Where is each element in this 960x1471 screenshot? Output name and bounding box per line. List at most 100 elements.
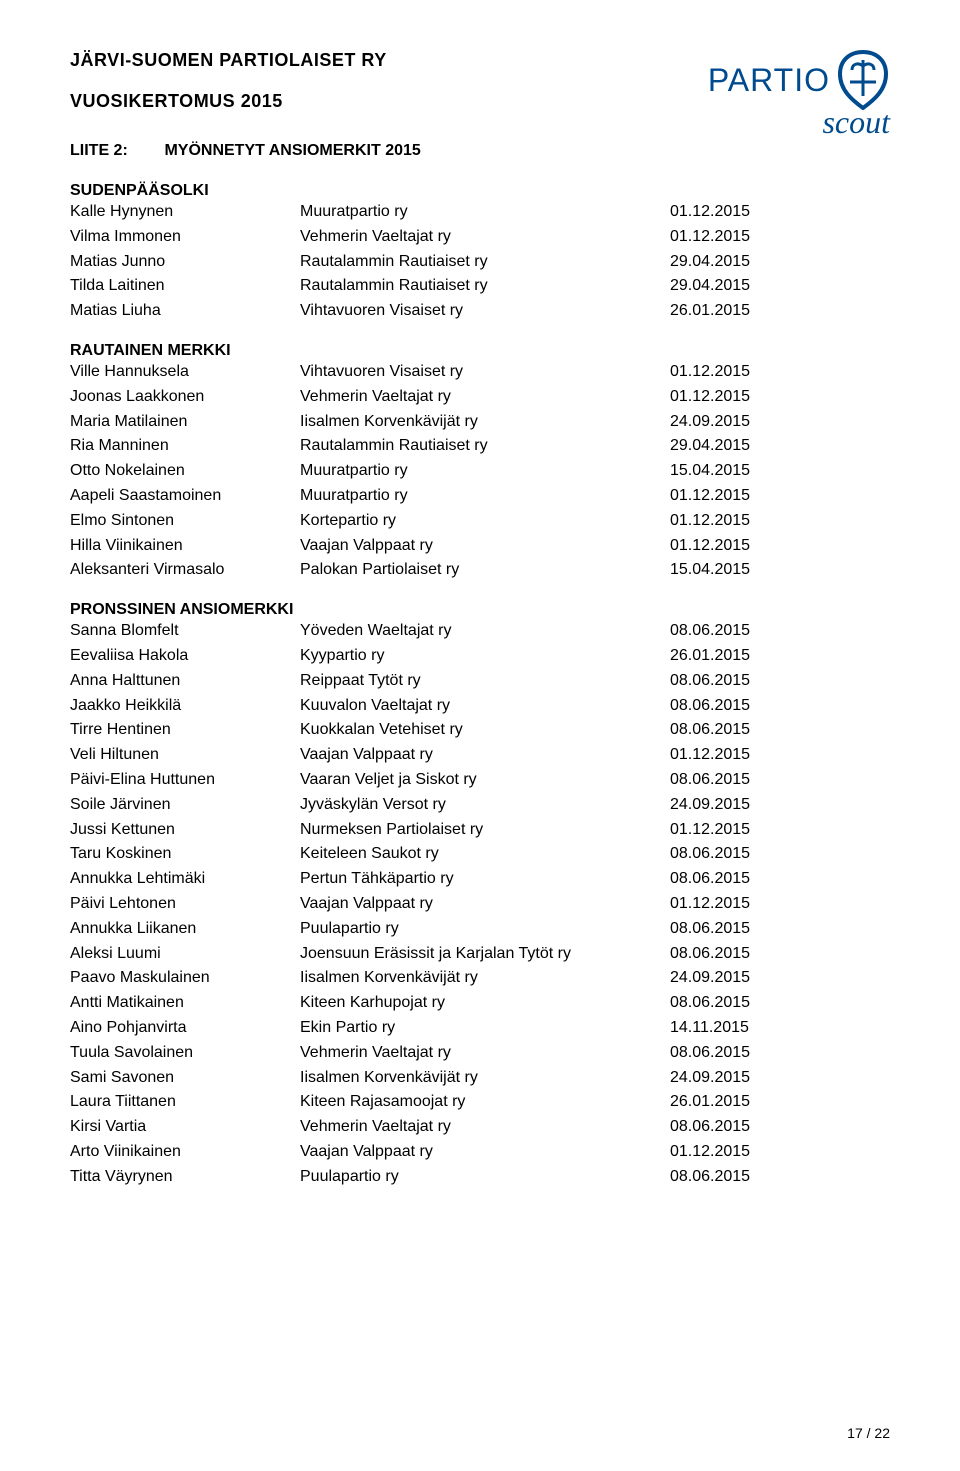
person-name: Päivi Lehtonen	[70, 892, 300, 917]
award-date: 08.06.2015	[670, 991, 790, 1016]
award-date: 01.12.2015	[670, 1140, 790, 1165]
organization-name: Vihtavuoren Visaiset ry	[300, 360, 670, 385]
organization-name: Kuokkalan Vetehiset ry	[300, 718, 670, 743]
table-row: Ville HannukselaVihtavuoren Visaiset ry0…	[70, 360, 890, 385]
award-date: 01.12.2015	[670, 892, 790, 917]
person-name: Kirsi Vartia	[70, 1115, 300, 1140]
person-name: Tirre Hentinen	[70, 718, 300, 743]
table-row: Jaakko HeikkiläKuuvalon Vaeltajat ry08.0…	[70, 694, 890, 719]
organization-name: Ekin Partio ry	[300, 1016, 670, 1041]
table-row: Tuula SavolainenVehmerin Vaeltajat ry08.…	[70, 1041, 890, 1066]
org-name: JÄRVI-SUOMEN PARTIOLAISET RY	[70, 50, 387, 71]
person-name: Ville Hannuksela	[70, 360, 300, 385]
award-date: 24.09.2015	[670, 793, 790, 818]
organization-name: Nurmeksen Partiolaiset ry	[300, 818, 670, 843]
organization-name: Vehmerin Vaeltajat ry	[300, 385, 670, 410]
award-date: 08.06.2015	[670, 1115, 790, 1140]
organization-name: Muuratpartio ry	[300, 484, 670, 509]
award-date: 15.04.2015	[670, 459, 790, 484]
table-row: Tirre HentinenKuokkalan Vetehiset ry08.0…	[70, 718, 890, 743]
table-row: Hilla ViinikainenVaajan Valppaat ry01.12…	[70, 534, 890, 559]
organization-name: Muuratpartio ry	[300, 200, 670, 225]
award-date: 01.12.2015	[670, 743, 790, 768]
person-name: Tuula Savolainen	[70, 1041, 300, 1066]
table-row: Päivi-Elina HuttunenVaaran Veljet ja Sis…	[70, 768, 890, 793]
organization-name: Jyväskylän Versot ry	[300, 793, 670, 818]
organization-name: Vaajan Valppaat ry	[300, 1140, 670, 1165]
award-date: 08.06.2015	[670, 669, 790, 694]
award-date: 01.12.2015	[670, 385, 790, 410]
organization-name: Reippaat Tytöt ry	[300, 669, 670, 694]
table-row: Sami SavonenIisalmen Korvenkävijät ry24.…	[70, 1066, 890, 1091]
award-date: 08.06.2015	[670, 917, 790, 942]
organization-name: Iisalmen Korvenkävijät ry	[300, 966, 670, 991]
table-row: Antti MatikainenKiteen Karhupojat ry08.0…	[70, 991, 890, 1016]
award-date: 01.12.2015	[670, 534, 790, 559]
award-date: 01.12.2015	[670, 509, 790, 534]
table-row: Kirsi VartiaVehmerin Vaeltajat ry08.06.2…	[70, 1115, 890, 1140]
person-name: Paavo Maskulainen	[70, 966, 300, 991]
table-row: Aapeli SaastamoinenMuuratpartio ry01.12.…	[70, 484, 890, 509]
report-title: VUOSIKERTOMUS 2015	[70, 91, 387, 112]
person-name: Annukka Lehtimäki	[70, 867, 300, 892]
logo-script: scout	[708, 104, 890, 141]
logo: PARTIO scout	[708, 50, 890, 141]
scout-emblem-icon	[836, 50, 890, 110]
award-date: 14.11.2015	[670, 1016, 790, 1041]
person-name: Arto Viinikainen	[70, 1140, 300, 1165]
person-name: Tilda Laitinen	[70, 274, 300, 299]
award-date: 08.06.2015	[670, 619, 790, 644]
organization-name: Iisalmen Korvenkävijät ry	[300, 410, 670, 435]
organization-name: Muuratpartio ry	[300, 459, 670, 484]
logo-row: PARTIO	[708, 50, 890, 110]
organization-name: Rautalammin Rautiaiset ry	[300, 274, 670, 299]
organization-name: Vehmerin Vaeltajat ry	[300, 1115, 670, 1140]
person-name: Eevaliisa Hakola	[70, 644, 300, 669]
person-name: Jussi Kettunen	[70, 818, 300, 843]
person-name: Hilla Viinikainen	[70, 534, 300, 559]
table-row: Taru KoskinenKeiteleen Saukot ry08.06.20…	[70, 842, 890, 867]
award-date: 01.12.2015	[670, 484, 790, 509]
table-row: Matias LiuhaVihtavuoren Visaiset ry26.01…	[70, 299, 890, 324]
award-date: 29.04.2015	[670, 274, 790, 299]
award-date: 08.06.2015	[670, 718, 790, 743]
table-row: Maria MatilainenIisalmen Korvenkävijät r…	[70, 410, 890, 435]
organization-name: Kyypartio ry	[300, 644, 670, 669]
award-date: 08.06.2015	[670, 768, 790, 793]
table-row: Ria ManninenRautalammin Rautiaiset ry29.…	[70, 434, 890, 459]
table-row: Paavo MaskulainenIisalmen Korvenkävijät …	[70, 966, 890, 991]
table-row: Päivi LehtonenVaajan Valppaat ry01.12.20…	[70, 892, 890, 917]
award-date: 26.01.2015	[670, 1090, 790, 1115]
organization-name: Vehmerin Vaeltajat ry	[300, 1041, 670, 1066]
person-name: Päivi-Elina Huttunen	[70, 768, 300, 793]
person-name: Matias Liuha	[70, 299, 300, 324]
organization-name: Kortepartio ry	[300, 509, 670, 534]
table-row: Tilda LaitinenRautalammin Rautiaiset ry2…	[70, 274, 890, 299]
person-name: Anna Halttunen	[70, 669, 300, 694]
table-row: Jussi KettunenNurmeksen Partiolaiset ry0…	[70, 818, 890, 843]
person-name: Joonas Laakkonen	[70, 385, 300, 410]
organization-name: Vehmerin Vaeltajat ry	[300, 225, 670, 250]
award-date: 15.04.2015	[670, 558, 790, 583]
organization-name: Joensuun Eräsissit ja Karjalan Tytöt ry	[300, 942, 670, 967]
person-name: Aleksi Luumi	[70, 942, 300, 967]
person-name: Titta Väyrynen	[70, 1165, 300, 1190]
person-name: Sami Savonen	[70, 1066, 300, 1091]
award-date: 01.12.2015	[670, 225, 790, 250]
award-date: 24.09.2015	[670, 410, 790, 435]
award-date: 24.09.2015	[670, 1066, 790, 1091]
table-row: Eevaliisa HakolaKyypartio ry26.01.2015	[70, 644, 890, 669]
organization-name: Vaajan Valppaat ry	[300, 743, 670, 768]
person-name: Sanna Blomfelt	[70, 619, 300, 644]
award-date: 08.06.2015	[670, 867, 790, 892]
logo-word: PARTIO	[708, 62, 830, 99]
header-row: JÄRVI-SUOMEN PARTIOLAISET RY VUOSIKERTOM…	[70, 50, 890, 142]
organization-name: Iisalmen Korvenkävijät ry	[300, 1066, 670, 1091]
organization-name: Pertun Tähkäpartio ry	[300, 867, 670, 892]
person-name: Jaakko Heikkilä	[70, 694, 300, 719]
table-row: Anna HalttunenReippaat Tytöt ry08.06.201…	[70, 669, 890, 694]
table-row: Veli HiltunenVaajan Valppaat ry01.12.201…	[70, 743, 890, 768]
appendix-label: LIITE 2:	[70, 142, 160, 160]
page-indicator: 17 / 22	[847, 1425, 890, 1441]
award-date: 29.04.2015	[670, 250, 790, 275]
